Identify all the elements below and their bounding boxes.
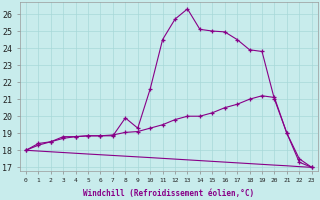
X-axis label: Windchill (Refroidissement éolien,°C): Windchill (Refroidissement éolien,°C) [83,189,254,198]
